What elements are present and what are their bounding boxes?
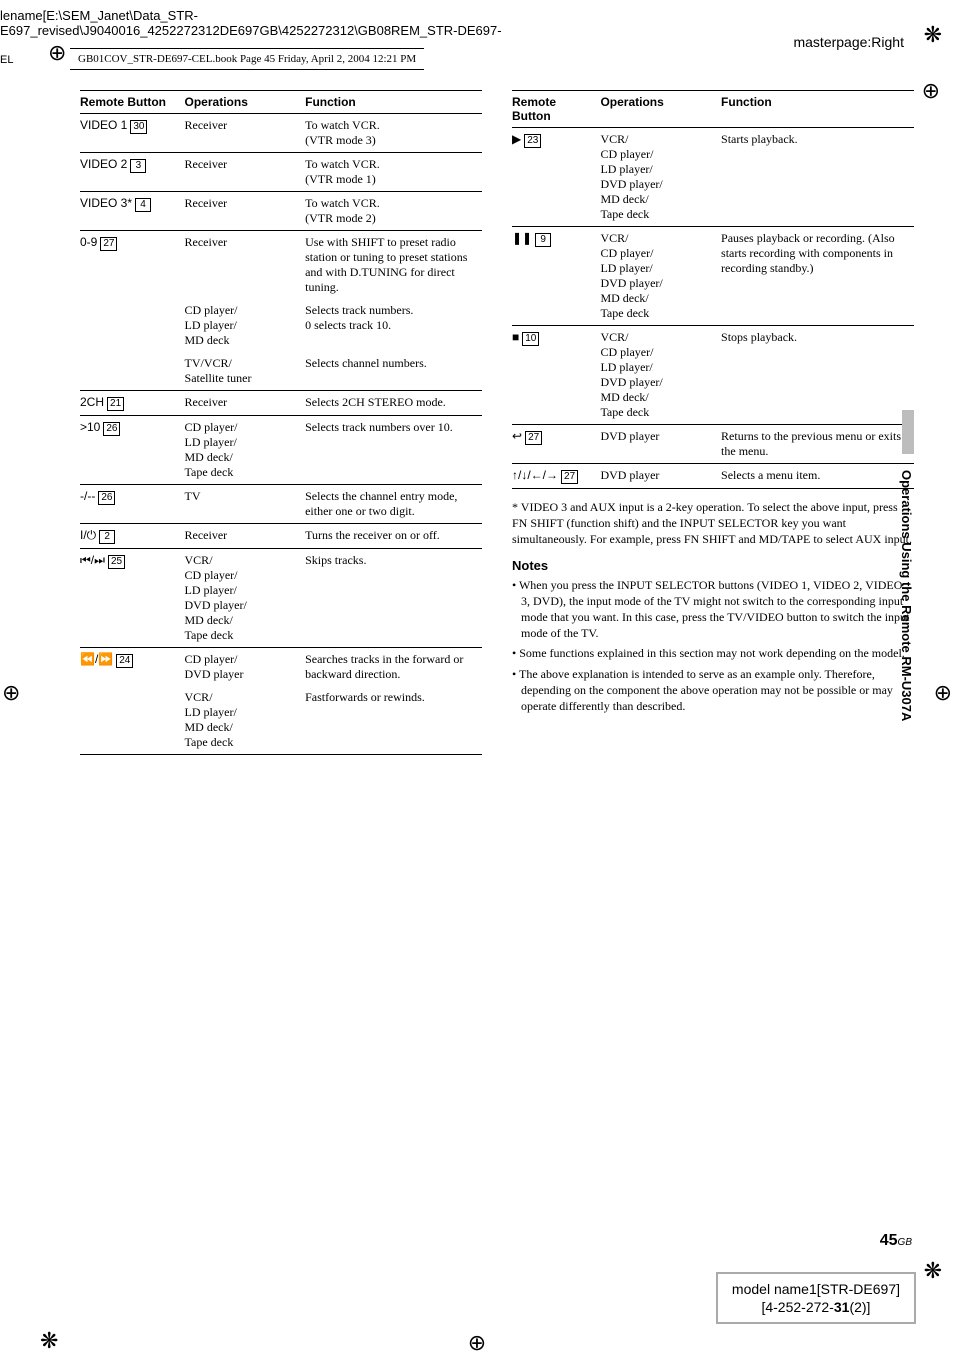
cell-button — [80, 686, 185, 755]
th-func: Function — [721, 91, 914, 128]
model-box: model name1[STR-DE697] [4-252-272-31(2)] — [716, 1272, 916, 1324]
cell-func: To watch VCR.(VTR mode 3) — [305, 114, 482, 153]
cell-button: VIDEO 3* 4 — [80, 192, 185, 231]
left-column: Remote Button Operations Function VIDEO … — [80, 90, 482, 755]
cell-button: ↑/↓/←/→ 27 — [512, 464, 600, 489]
cell-button: ■ 10 — [512, 326, 600, 425]
cell-func: Selects 2CH STEREO mode. — [305, 391, 482, 416]
cell-func: Use with SHIFT to preset radio station o… — [305, 231, 482, 300]
registration-mark-icon: ❋ — [40, 1328, 58, 1354]
cell-func: Turns the receiver on or off. — [305, 524, 482, 549]
cell-func: To watch VCR.(VTR mode 2) — [305, 192, 482, 231]
cell-button: I/⏻ 2 — [80, 524, 185, 549]
cell-func: Selects track numbers over 10. — [305, 416, 482, 485]
th-ops: Operations — [185, 91, 306, 114]
cell-ops: Receiver — [185, 231, 306, 300]
cell-button: -/-- 26 — [80, 485, 185, 524]
cell-button: VIDEO 1 30 — [80, 114, 185, 153]
cell-ops: Receiver — [185, 153, 306, 192]
list-item: When you press the INPUT SELECTOR button… — [512, 577, 914, 642]
th-ops: Operations — [600, 91, 721, 128]
filename-line: lename[E:\SEM_Janet\Data_STR- — [0, 8, 934, 23]
list-item: The above explanation is intended to ser… — [512, 666, 914, 715]
cell-func: Selects a menu item. — [721, 464, 914, 489]
cell-button: VIDEO 2 3 — [80, 153, 185, 192]
cell-ops: CD player/DVD player — [185, 648, 306, 687]
th-button: Remote Button — [512, 91, 600, 128]
cell-ops: TV/VCR/Satellite tuner — [185, 352, 306, 391]
page-region: GB — [898, 1237, 912, 1248]
registration-mark-icon: ❋ — [924, 1258, 942, 1284]
notes-heading: Notes — [512, 558, 914, 573]
registration-mark-icon: ⊕ — [934, 680, 952, 706]
cell-func: Pauses playback or recording. (Also star… — [721, 227, 914, 326]
cell-button: ⏮/⏭ 25 — [80, 549, 185, 648]
list-item: Some functions explained in this section… — [512, 645, 914, 661]
page-num-value: 45 — [880, 1232, 898, 1249]
cell-button: ❚❚ 9 — [512, 227, 600, 326]
th-button: Remote Button — [80, 91, 185, 114]
cell-ops: CD player/LD player/MD deck/Tape deck — [185, 416, 306, 485]
cell-ops: DVD player — [600, 464, 721, 489]
cell-ops: Receiver — [185, 192, 306, 231]
cell-func: Skips tracks. — [305, 549, 482, 648]
left-table: Remote Button Operations Function VIDEO … — [80, 90, 482, 755]
registration-mark-icon: ⊕ — [2, 680, 20, 706]
cell-button: 2CH 21 — [80, 391, 185, 416]
cell-func: To watch VCR.(VTR mode 1) — [305, 153, 482, 192]
cell-ops: VCR/LD player/MD deck/Tape deck — [185, 686, 306, 755]
right-column: Remote Button Operations Function ▶ 23VC… — [512, 90, 914, 755]
right-table: Remote Button Operations Function ▶ 23VC… — [512, 90, 914, 489]
page-number: 45GB — [880, 1232, 912, 1250]
cell-button: 0-9 27 — [80, 231, 185, 300]
content-columns: Remote Button Operations Function VIDEO … — [0, 70, 954, 755]
registration-mark-icon: ❋ — [924, 22, 942, 48]
registration-mark-icon: ⊕ — [468, 1330, 486, 1356]
registration-mark-icon: ⊕ — [922, 78, 940, 104]
side-tab-label: Operations Using the Remote RM-U307A — [899, 470, 914, 721]
cell-func: Fastforwards or rewinds. — [305, 686, 482, 755]
model-line2: [4-252-272-31(2)] — [732, 1298, 900, 1316]
book-line: GB01COV_STR-DE697-CEL.book Page 45 Frida… — [70, 48, 424, 70]
cell-button: >10 26 — [80, 416, 185, 485]
cell-func: Selects track numbers.0 selects track 10… — [305, 299, 482, 352]
cell-ops: VCR/CD player/LD player/DVD player/MD de… — [600, 326, 721, 425]
cell-ops: VCR/CD player/LD player/DVD player/MD de… — [600, 128, 721, 227]
cell-func: Stops playback. — [721, 326, 914, 425]
cell-button: ⏪/⏩ 24 — [80, 648, 185, 687]
cell-ops: Receiver — [185, 524, 306, 549]
cell-button: ↩ 27 — [512, 425, 600, 464]
cell-button — [80, 352, 185, 391]
cell-ops: DVD player — [600, 425, 721, 464]
cel-label: EL — [0, 54, 13, 66]
cell-func: Returns to the previous menu or exits th… — [721, 425, 914, 464]
masterpage-label: masterpage:Right — [793, 34, 904, 50]
cell-ops: TV — [185, 485, 306, 524]
cell-ops: Receiver — [185, 391, 306, 416]
cell-func: Selects channel numbers. — [305, 352, 482, 391]
registration-mark-icon: ⊕ — [48, 40, 66, 66]
cell-button — [80, 299, 185, 352]
cell-func: Searches tracks in the forward or backwa… — [305, 648, 482, 687]
th-func: Function — [305, 91, 482, 114]
footnote: * VIDEO 3 and AUX input is a 2-key opera… — [512, 499, 914, 548]
cell-func: Selects the channel entry mode, either o… — [305, 485, 482, 524]
cell-ops: Receiver — [185, 114, 306, 153]
cell-func: Starts playback. — [721, 128, 914, 227]
side-tab-bar — [902, 410, 914, 454]
notes-list: When you press the INPUT SELECTOR button… — [512, 577, 914, 715]
cell-ops: CD player/LD player/MD deck — [185, 299, 306, 352]
cell-button: ▶ 23 — [512, 128, 600, 227]
model-line1: model name1[STR-DE697] — [732, 1280, 900, 1298]
cell-ops: VCR/CD player/LD player/DVD player/MD de… — [600, 227, 721, 326]
cell-ops: VCR/CD player/LD player/DVD player/MD de… — [185, 549, 306, 648]
